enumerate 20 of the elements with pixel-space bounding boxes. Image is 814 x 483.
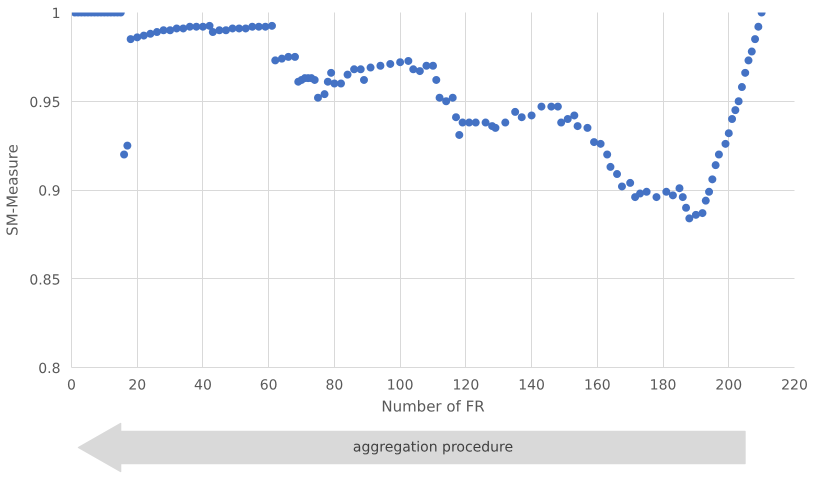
text: aggregation procedure [352,440,514,456]
x-tick-label: 80 [326,378,344,394]
x-axis-title: Number of FR [381,398,485,416]
x-tick-label: 0 [67,378,76,394]
y-axis-title: SM-Measure [3,144,22,236]
y-tick-label: 0.95 [29,94,60,111]
x-tick-label: 220 [781,378,808,394]
x-tick-label: 200 [715,378,742,394]
x-tick-label: 120 [452,378,480,394]
x-tick-label: 140 [518,378,545,394]
y-tick-label: 0.8 [38,361,60,377]
y-tick-label: 1 [52,6,61,22]
x-tick-label: 60 [260,378,278,394]
x-tick-label: 160 [584,378,611,394]
x-tick-label: 100 [386,378,414,394]
x-tick-label: 20 [128,378,146,394]
y-tick-label: 0.9 [38,184,60,200]
y-tick-label: 0.85 [29,272,60,288]
x-tick-label: 40 [194,378,212,394]
x-tick-label: 180 [650,378,676,394]
